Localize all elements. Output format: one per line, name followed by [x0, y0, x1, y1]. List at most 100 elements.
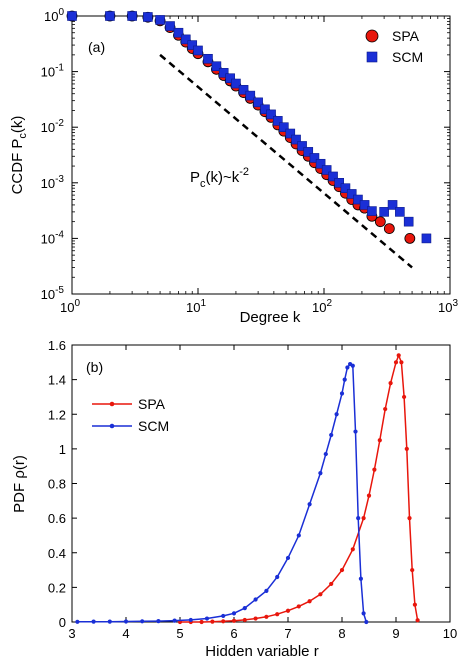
scm-point: [358, 576, 363, 581]
x-tick-label: 8: [338, 626, 345, 641]
scm-point: [231, 78, 241, 89]
spa-point: [393, 360, 399, 365]
x-tick-label: 3: [68, 626, 75, 641]
y-tick-label: 10-1: [41, 63, 65, 80]
scm-point: [105, 11, 115, 21]
scm-point: [67, 11, 77, 21]
scm-point: [285, 555, 291, 561]
scm-point: [91, 619, 96, 624]
scm-point: [231, 611, 237, 616]
scm-point: [339, 391, 345, 396]
spa-point: [383, 406, 388, 412]
scm-point: [156, 619, 161, 624]
scm-point: [379, 207, 389, 217]
spa-point: [377, 438, 382, 443]
y-tick-label: 10-3: [41, 174, 65, 191]
scm-point: [421, 233, 432, 244]
spa-point: [372, 467, 377, 472]
scm-point: [225, 73, 235, 84]
x-tick-label: 9: [392, 626, 399, 641]
scm-point: [291, 134, 301, 145]
scm-point: [334, 178, 344, 188]
scm-point: [172, 618, 177, 623]
panel-a-reference-line: [159, 53, 413, 269]
spa-point: [318, 592, 323, 597]
panel-b-legend: SPA SCM: [92, 396, 169, 434]
x-tick-label: 4: [122, 626, 129, 641]
y-tick-label: 0.8: [48, 477, 66, 492]
y-tick-label: 10-2: [41, 118, 65, 135]
scm-point: [342, 377, 347, 382]
scm-point: [334, 412, 339, 417]
spa-point: [404, 446, 409, 451]
scm-point: [303, 147, 314, 157]
scm-point: [173, 27, 184, 38]
scm-point: [353, 194, 363, 205]
panel-a-axes-frame: [71, 15, 451, 295]
panel-a-y-axis-label: CCDF Pc(k): [9, 116, 29, 195]
scm-point: [315, 158, 326, 169]
scm-point: [143, 12, 153, 22]
scm-point: [297, 141, 307, 151]
spa-point: [296, 604, 301, 609]
spa-point: [329, 581, 334, 587]
scm-point: [218, 68, 229, 78]
scm-point: [188, 617, 193, 623]
scm-point: [356, 516, 361, 521]
scm-point: [245, 90, 256, 101]
x-tick-label: 7: [284, 626, 291, 641]
spa-point: [210, 619, 215, 624]
x-tick-label: 101: [186, 298, 206, 315]
spa-point: [221, 619, 226, 624]
scm-point: [340, 183, 351, 193]
x-tick-label: 10: [443, 626, 457, 641]
scm-point: [323, 451, 328, 457]
panel-b-x-axis-label: Hidden variable r: [205, 643, 318, 660]
spa-point: [412, 602, 417, 607]
y-tick-label: 0.2: [48, 580, 66, 595]
spa-point: [361, 516, 366, 521]
scm-point: [123, 619, 129, 624]
y-tick-label: 0.4: [48, 546, 66, 561]
y-tick-label: 1: [59, 442, 66, 457]
scm-point: [285, 128, 296, 139]
scm-point: [353, 429, 358, 434]
legend-scm-label: SCM: [392, 49, 423, 65]
legend-spa-marker: [365, 29, 379, 43]
legend-scm-marker: [366, 51, 378, 63]
spa-point: [339, 567, 345, 573]
scm-line: [77, 362, 368, 623]
scm-point: [296, 533, 301, 538]
scm-point: [279, 122, 289, 132]
spa-point: [396, 353, 401, 358]
legend-spa-label: SPA: [392, 28, 420, 44]
scm-point: [211, 61, 222, 72]
spa-point: [404, 232, 416, 244]
scm-point: [328, 171, 338, 182]
panel-a-legend: SPA SCM: [365, 28, 423, 65]
scm-point: [345, 365, 350, 370]
scm-point: [264, 588, 269, 593]
panel-a-label: (a): [88, 39, 105, 55]
scm-point: [367, 206, 377, 216]
y-tick-label: 100: [44, 7, 64, 24]
y-tick-label: 1.6: [48, 338, 66, 353]
y-tick-label: 10-4: [41, 229, 65, 246]
spa-point: [231, 618, 237, 623]
scm-point: [204, 616, 210, 621]
panel-a-x-axis-label: Degree k: [240, 309, 301, 326]
spa-point: [350, 547, 355, 552]
spa-line: [180, 353, 419, 623]
spa-point: [402, 394, 407, 400]
scm-point: [403, 216, 414, 227]
scm-point: [275, 574, 280, 580]
scm-point: [361, 611, 366, 616]
scm-point: [346, 189, 357, 199]
scm-point: [307, 502, 312, 507]
scm-point: [253, 597, 258, 602]
spa-point: [242, 617, 247, 623]
spa-point: [407, 516, 412, 521]
spa-point: [253, 616, 258, 621]
scm-point: [359, 200, 370, 210]
scm-point: [75, 619, 80, 624]
